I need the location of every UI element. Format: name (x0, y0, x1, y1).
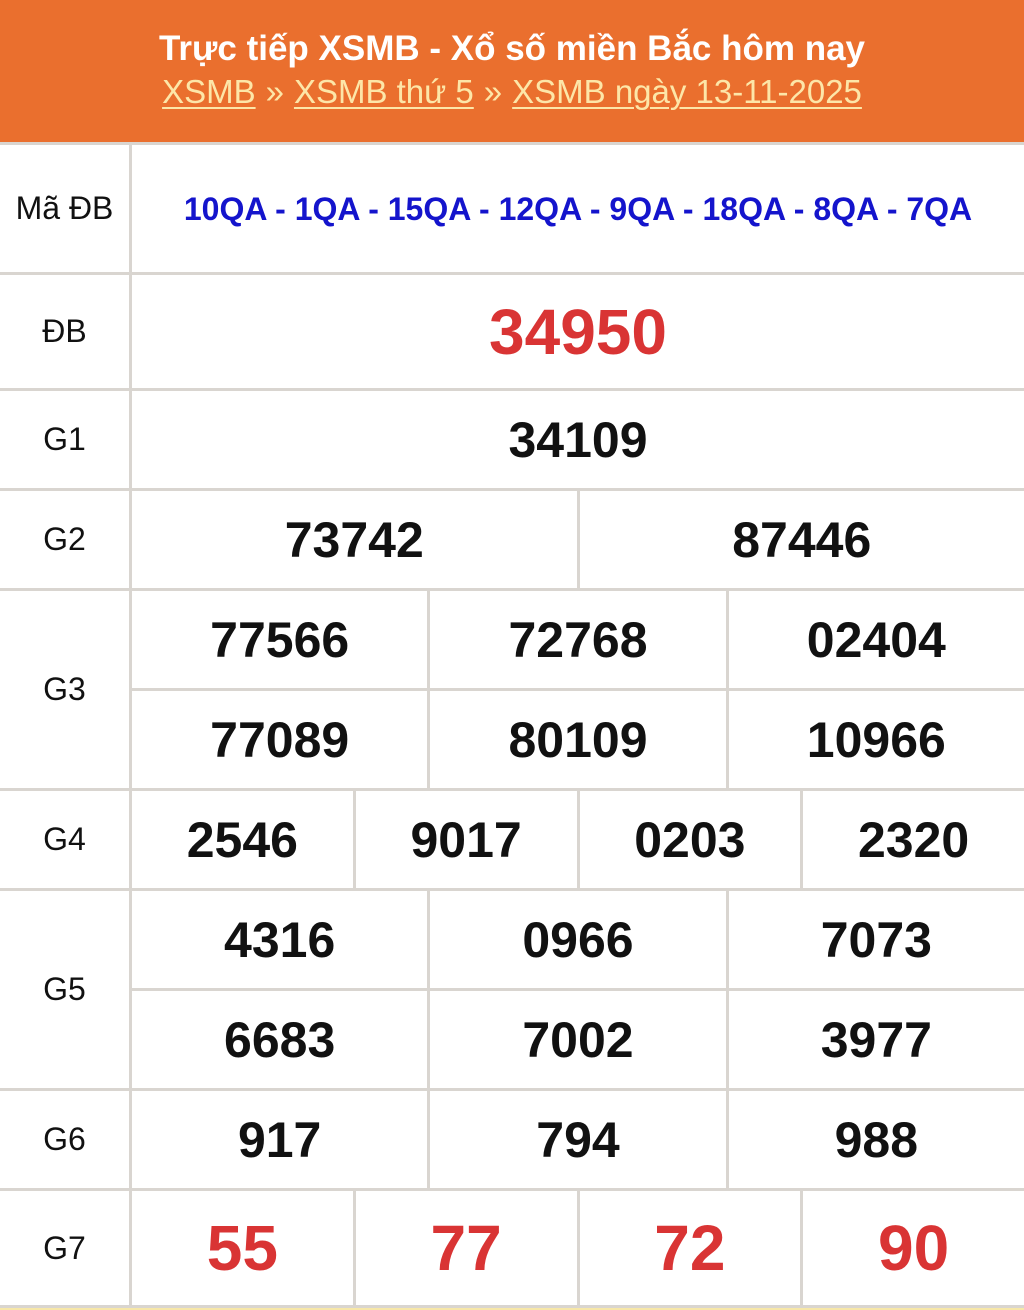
page-header: Trực tiếp XSMB - Xổ số miền Bắc hôm nay … (0, 0, 1024, 142)
prize-number: 0203 (580, 791, 804, 888)
row-g4: G4 2546 9017 0203 2320 (0, 791, 1024, 891)
row-label: G6 (0, 1091, 132, 1188)
row-label: G7 (0, 1191, 132, 1305)
row-label: G1 (0, 391, 132, 488)
prize-number: 72 (580, 1191, 804, 1305)
prize-number: 90 (878, 1212, 950, 1284)
prize-number: 9017 (356, 791, 580, 888)
page-title: Trực tiếp XSMB - Xổ số miền Bắc hôm nay (158, 29, 866, 68)
row-g7: G7 55 77 72 90 (0, 1191, 1024, 1308)
row-g6: G6 917 794 988 (0, 1091, 1024, 1191)
prize-number: 2546 (132, 791, 356, 888)
prize-number: 02404 (806, 611, 946, 668)
breadcrumb-xsmb-thu-5[interactable]: XSMB thứ 5 (293, 73, 474, 110)
prize-number: 77566 (132, 591, 431, 688)
prize-number: 0966 (430, 891, 729, 988)
row-label: G3 (0, 591, 132, 788)
breadcrumb-xsmb-date[interactable]: XSMB ngày 13-11-2025 (512, 73, 862, 110)
prize-number: 4316 (132, 891, 431, 988)
prize-number: 73742 (132, 491, 580, 588)
prize-number: 3977 (820, 1011, 932, 1068)
prize-number: 10966 (806, 711, 946, 768)
row-g3: G3 77566 72768 02404 77089 80109 10966 (0, 591, 1024, 791)
special-codes: 10QA - 1QA - 15QA - 12QA - 9QA - 18QA - … (183, 190, 973, 227)
prize-number: 2320 (858, 811, 970, 868)
row-label: Mã ĐB (0, 145, 132, 272)
row-g2: G2 73742 87446 (0, 491, 1024, 591)
row-g5: G5 4316 0966 7073 6683 7002 3977 (0, 891, 1024, 1091)
special-prize: 34950 (489, 295, 667, 368)
prize-number: 7073 (820, 911, 932, 968)
row-g1: G1 34109 (0, 391, 1024, 491)
prize-number: 988 (834, 1111, 919, 1168)
prize-number: 80109 (430, 691, 729, 788)
breadcrumb-separator: » (483, 73, 503, 110)
row-ma-db: Mã ĐB 10QA - 1QA - 15QA - 12QA - 9QA - 1… (0, 145, 1024, 275)
prize-number: 87446 (732, 511, 872, 568)
prize-number: 77 (356, 1191, 580, 1305)
row-label: G5 (0, 891, 132, 1088)
row-label: G2 (0, 491, 132, 588)
prize-number: 72768 (430, 591, 729, 688)
prize-number: 6683 (132, 991, 431, 1088)
prize-number: 77089 (132, 691, 431, 788)
prize-number: 7002 (430, 991, 729, 1088)
breadcrumb: XSMB» XSMB thứ 5» XSMB ngày 13-11-2025 (0, 70, 1024, 114)
prize-number: 55 (132, 1191, 356, 1305)
prize-number: 917 (132, 1091, 431, 1188)
results-table: Mã ĐB 10QA - 1QA - 15QA - 12QA - 9QA - 1… (0, 142, 1024, 1308)
row-db: ĐB 34950 (0, 275, 1024, 391)
prize-number: 34109 (508, 411, 648, 468)
row-label: ĐB (0, 275, 132, 388)
breadcrumb-separator: » (265, 73, 284, 110)
breadcrumb-xsmb[interactable]: XSMB (162, 73, 256, 110)
prize-number: 794 (430, 1091, 729, 1188)
row-label: G4 (0, 791, 132, 888)
